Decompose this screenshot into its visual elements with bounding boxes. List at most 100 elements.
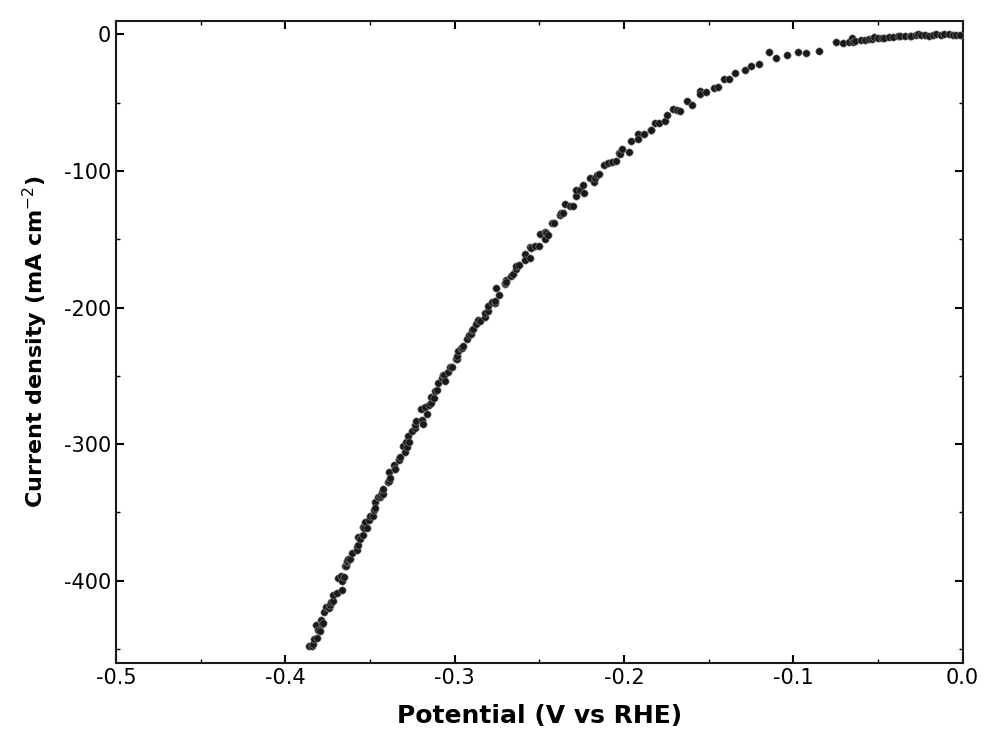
Point [350, 539, 366, 551]
Point [555, 207, 571, 219]
Point [828, 35, 844, 47]
Point [421, 399, 437, 411]
Point [310, 625, 326, 637]
Point [395, 440, 411, 452]
Point [643, 124, 659, 136]
Point [505, 268, 521, 280]
Point [484, 296, 500, 308]
Point [334, 583, 350, 595]
Point [344, 547, 360, 559]
Point [487, 295, 503, 307]
Point [429, 383, 445, 395]
Point [553, 207, 569, 219]
Point [372, 491, 388, 503]
Point [325, 595, 341, 607]
Point [933, 28, 949, 40]
Point [861, 33, 877, 45]
Point [404, 425, 420, 437]
Point [737, 64, 753, 76]
Point [365, 510, 381, 522]
Point [568, 184, 584, 195]
Point [334, 574, 350, 586]
Point [497, 278, 513, 290]
Point [917, 29, 933, 41]
Point [611, 147, 627, 159]
Point [480, 300, 496, 312]
Point [480, 306, 496, 318]
Point [517, 255, 533, 267]
Point [450, 345, 466, 357]
Point [508, 263, 524, 275]
Y-axis label: Current density (mA cm$^{-2}$): Current density (mA cm$^{-2}$) [21, 175, 50, 508]
Point [537, 233, 553, 245]
Point [589, 169, 605, 181]
Point [952, 29, 968, 41]
Point [342, 553, 358, 565]
Point [375, 483, 391, 495]
Point [596, 160, 612, 172]
Point [511, 259, 527, 271]
Point [455, 340, 471, 352]
Point [464, 324, 480, 336]
Point [381, 467, 397, 479]
Point [600, 157, 616, 169]
Point [546, 216, 562, 228]
Point [586, 176, 602, 188]
Point [572, 184, 588, 196]
Point [727, 67, 743, 79]
Point [339, 556, 355, 568]
Point [874, 31, 890, 43]
Point [397, 446, 413, 458]
Point [381, 475, 397, 487]
Point [465, 323, 481, 335]
Point [604, 156, 620, 168]
Point [643, 124, 659, 136]
Point [798, 47, 814, 59]
Point [477, 307, 493, 319]
Point [665, 103, 681, 115]
Point [537, 226, 553, 238]
Point [497, 277, 513, 289]
Point [575, 179, 591, 191]
Point [448, 353, 464, 365]
Point [459, 333, 475, 345]
Point [910, 28, 926, 40]
Point [716, 73, 732, 85]
Point [399, 441, 415, 453]
Point [864, 33, 880, 45]
Point [306, 633, 322, 645]
Point [453, 342, 469, 354]
Point [576, 187, 592, 198]
Point [669, 105, 685, 117]
Point [373, 489, 389, 501]
Point [435, 369, 451, 381]
Point [853, 34, 869, 46]
Point [352, 533, 368, 545]
Point [444, 361, 460, 373]
Point [835, 37, 851, 49]
Point [401, 436, 417, 448]
Point [449, 353, 465, 365]
Point [355, 529, 371, 541]
Point [608, 155, 624, 167]
Point [591, 169, 607, 181]
Point [659, 109, 675, 121]
Point [318, 601, 334, 613]
Point [321, 602, 337, 614]
Point [790, 46, 806, 58]
Point [684, 99, 700, 111]
Point [413, 403, 429, 415]
Point [417, 401, 433, 413]
Point [847, 34, 863, 46]
Point [436, 369, 452, 380]
Point [890, 30, 906, 42]
Point [367, 502, 383, 514]
Point [387, 463, 403, 475]
Point [442, 361, 458, 373]
Point [426, 392, 442, 404]
Point [902, 30, 918, 42]
Point [407, 419, 423, 431]
Point [876, 31, 892, 43]
Point [612, 148, 628, 160]
Point [870, 31, 886, 43]
